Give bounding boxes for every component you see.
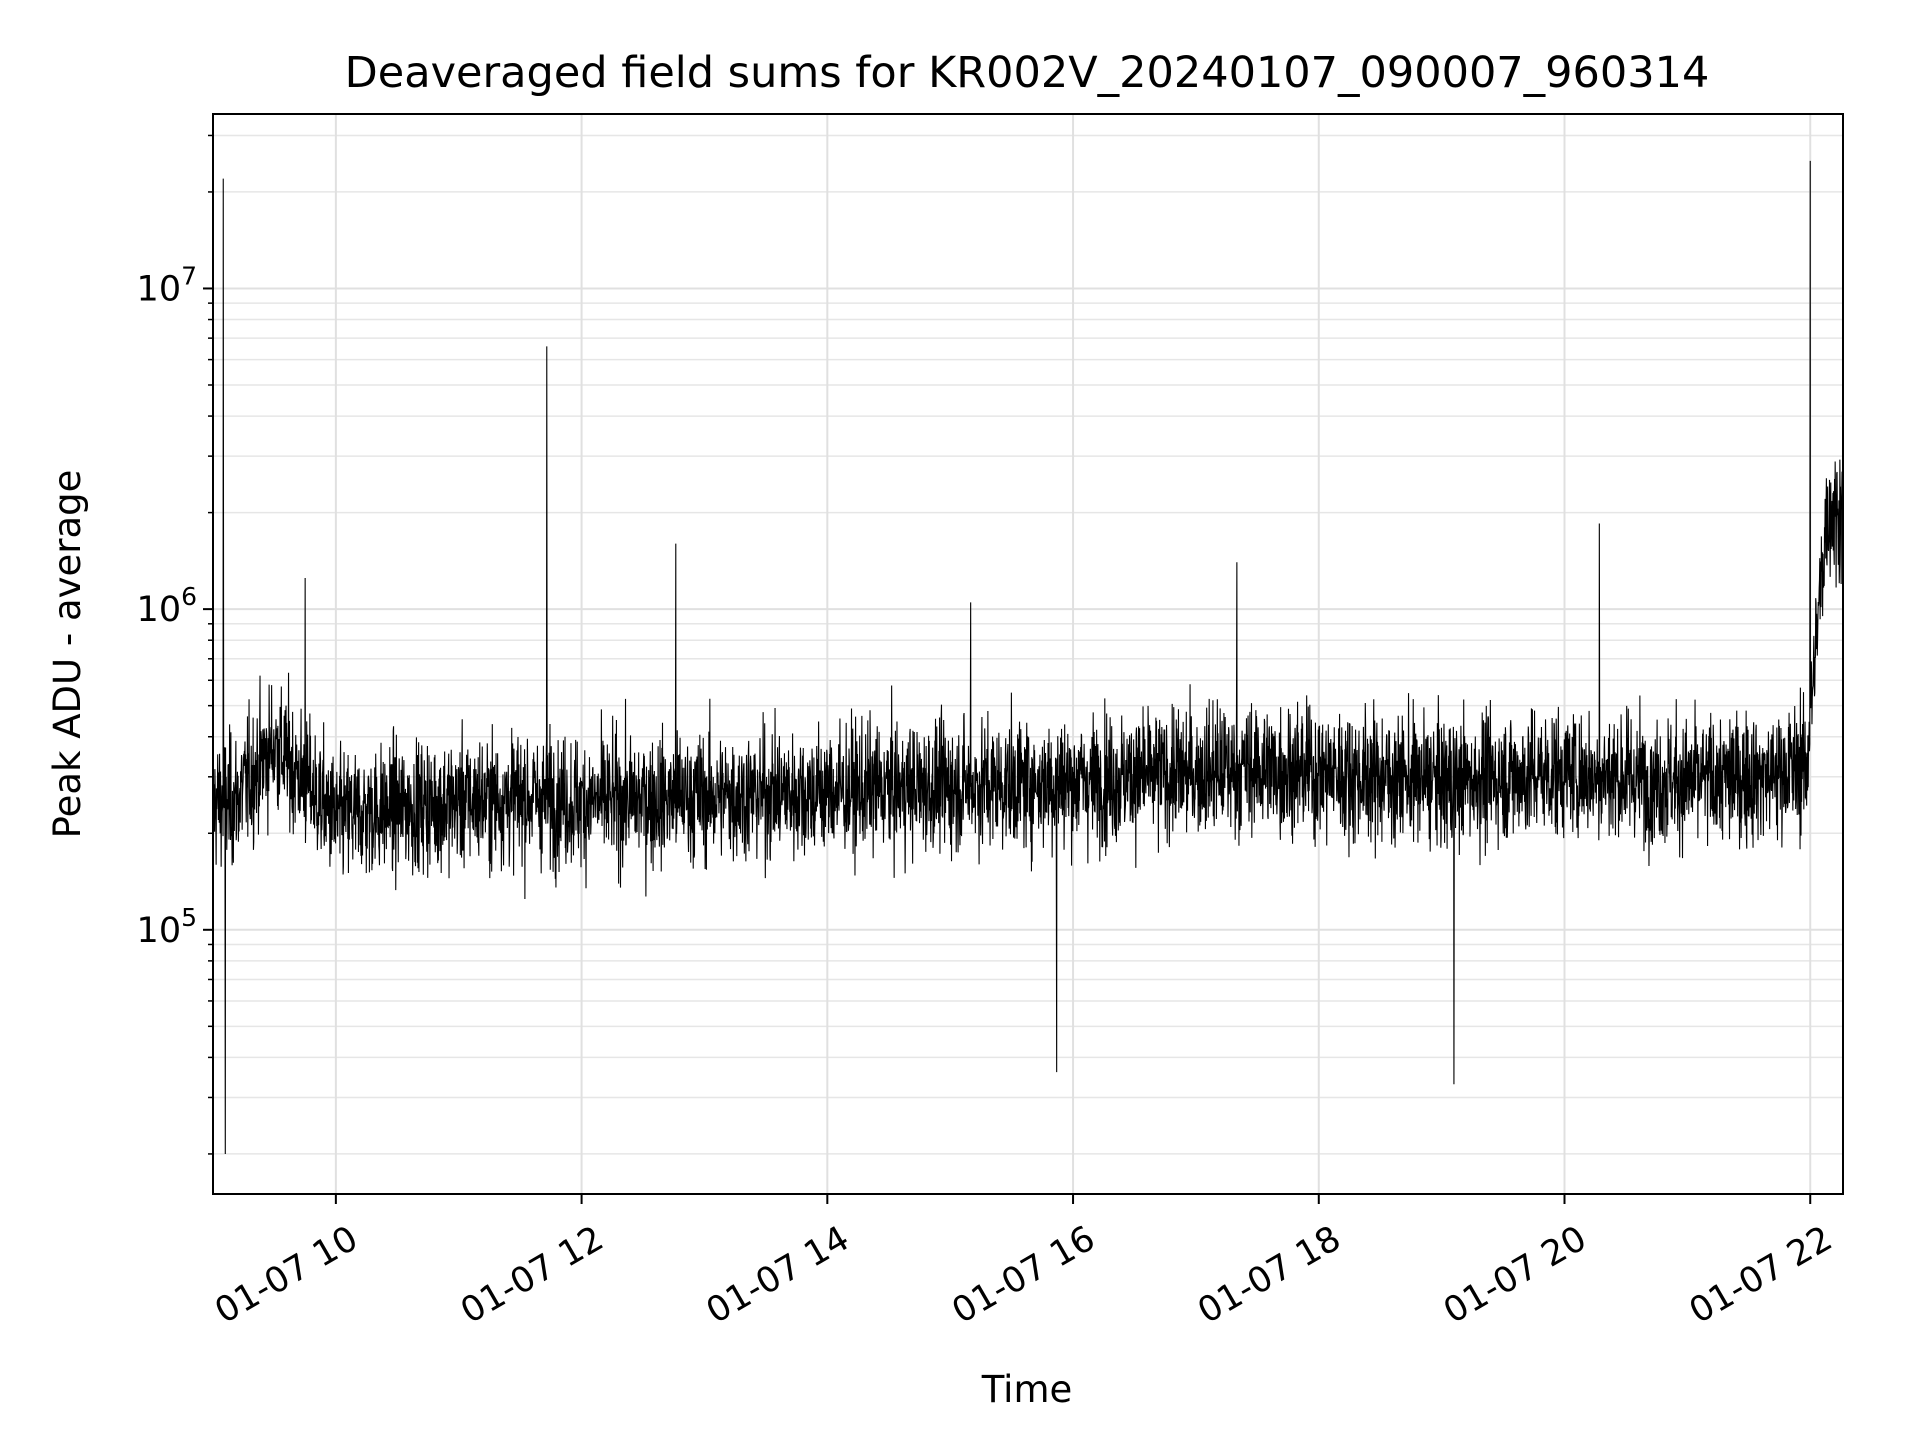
- chart-title: Deaveraged field sums for KR002V_2024010…: [345, 48, 1710, 98]
- y-tick-label: 105: [137, 903, 197, 951]
- y-tick-label: 106: [137, 582, 197, 630]
- y-axis-label: Peak ADU - average: [46, 470, 89, 839]
- series-line: [213, 160, 1843, 1154]
- series-group: [213, 160, 1843, 1154]
- y-axis-ticks: 105 106 107: [137, 134, 213, 1155]
- y-tick-label: 107: [137, 261, 197, 309]
- grid-major-lines: [213, 114, 1843, 1194]
- plot-frame: [212, 113, 1844, 1195]
- x-axis-label: Time: [981, 1368, 1073, 1411]
